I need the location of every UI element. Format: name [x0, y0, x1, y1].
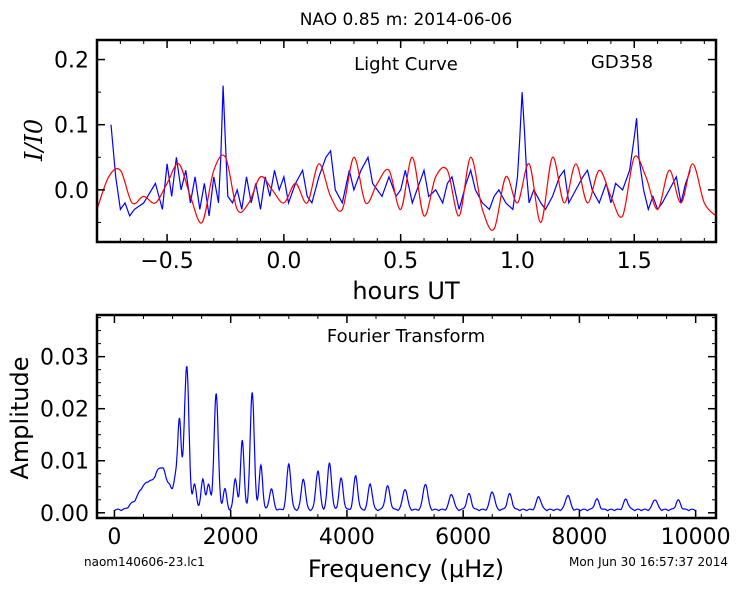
fourier-frame: [95, 313, 718, 520]
fourier-xtick-label: 6000: [435, 525, 491, 550]
fourier-lines: [114, 366, 696, 512]
light-curve-annotation: GD358: [591, 52, 653, 73]
light-curve-ylabel-text: I/I0: [20, 119, 48, 162]
light-curve-xtick-label: 0.0: [266, 249, 301, 274]
fourier-xtick-label: 0: [107, 525, 121, 550]
light-curve-blue-line: [110, 85, 691, 218]
light-curve-title: Light Curve: [354, 54, 458, 75]
fourier-ylabel-text: Amplitude: [6, 357, 34, 480]
fourier-xtick-label: 8000: [551, 525, 607, 550]
light-curve-red-line: [96, 154, 717, 231]
fourier-panel: 0 2000 4000 6000 8000 10000 0.00 0.01 0.02 0.03 F…: [6, 313, 731, 583]
fourier-xtick-label: 2000: [203, 525, 259, 550]
fourier-title: Fourier Transform: [327, 326, 485, 347]
fourier-xtick-label: 4000: [319, 525, 375, 550]
light-curve-frame: [95, 38, 718, 244]
light-curve-xtick-label: 1.0: [500, 249, 535, 274]
light-curve-ytick-label: 0.2: [54, 49, 89, 74]
light-curve-ytick-label: 0.1: [54, 114, 89, 139]
fourier-ylabel: Amplitude: [6, 357, 34, 480]
fourier-ytick-label: 0.01: [40, 450, 89, 475]
fourier-ytick-label: 0.03: [40, 346, 89, 371]
fourier-xlabel: Frequency (μHz): [308, 555, 504, 583]
light-curve-xtick-label: −0.5: [140, 249, 193, 274]
light-curve-xtick-label: 1.5: [617, 249, 652, 274]
footer-filename: naom140606-23.lc1: [84, 555, 205, 569]
light-curve-lines: [96, 85, 717, 231]
fourier-ytick-label: 0.02: [40, 398, 89, 423]
light-curve-xlabel: hours UT: [352, 277, 460, 305]
fourier-xtick-label: 10000: [661, 525, 731, 550]
light-curve-panel: −0.5 0.0 0.5 1.0 1.5 0.0 0.1 0.2 Light Curve GD…: [20, 38, 718, 305]
figure-title: NAO 0.85 m: 2014-06-06: [300, 10, 513, 30]
light-curve-ticks: −0.5 0.0 0.5 1.0 1.5 0.0 0.1 0.2: [54, 40, 716, 274]
light-curve-xtick-label: 0.5: [383, 249, 418, 274]
fourier-amplitude-line: [114, 366, 696, 512]
footer-timestamp: Mon Jun 30 16:57:37 2014: [569, 555, 728, 569]
fourier-ticks: 0 2000 4000 6000 8000 10000 0.00 0.01 0.02 0.03: [40, 315, 731, 550]
light-curve-ytick-label: 0.0: [54, 179, 89, 204]
light-curve-ylabel: I/I0: [20, 119, 48, 162]
fourier-ytick-label: 0.00: [40, 502, 89, 527]
